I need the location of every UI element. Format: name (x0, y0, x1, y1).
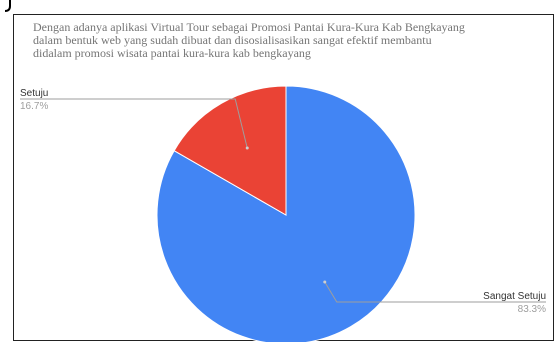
slice-percent-label: 16.7% (20, 101, 48, 112)
slice-label: Sangat Setuju (483, 291, 546, 302)
pie-chart: Sangat Setuju 83.3% Setuju 16.7% (20, 85, 546, 342)
chart-title: Dengan adanya aplikasi Virtual Tour seba… (33, 20, 465, 60)
pie-slice-sangat-setuju (156, 85, 416, 342)
cropped-glyph-fragment (4, 0, 11, 12)
slice-label: Setuju (20, 88, 48, 99)
cropped-text-fragment (0, 0, 557, 14)
leader-line (324, 281, 546, 303)
leader-dot (245, 146, 249, 150)
leader-dot (323, 280, 327, 284)
pie-slice-setuju (173, 85, 287, 216)
slice-percent-label: 83.3% (518, 304, 546, 315)
chart-frame: Dengan adanya aplikasi Virtual Tour seba… (13, 14, 554, 342)
leader-line (20, 98, 248, 149)
